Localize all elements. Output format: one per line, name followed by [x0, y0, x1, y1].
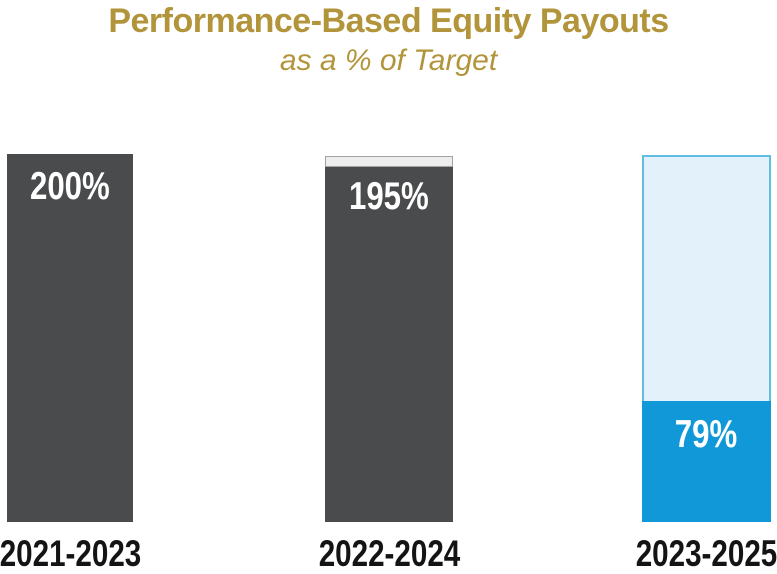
bar-2021-2023-value-label: 200% [30, 165, 110, 208]
category-label-2021-2023: 2021-2023 [0, 533, 141, 574]
bar-2023-2025-value-label: 79% [675, 413, 738, 456]
bar-2022-2024-value-label: 195% [349, 175, 429, 218]
category-label-2023-2025: 2023-2025 [635, 533, 777, 574]
chart-subtitle: as a % of Target [279, 44, 498, 77]
category-label-2022-2024: 2022-2024 [318, 533, 460, 574]
bar-2022-2024: 195% [325, 167, 453, 522]
bar-2022-2024-gap-cap [325, 156, 453, 167]
bar-2021-2023: 200% [7, 154, 133, 522]
bar-2023-2025-fill: 79% [642, 401, 771, 522]
bar-2023-2025-target-outline: 79% [642, 155, 771, 522]
chart-title: Performance-Based Equity Payouts [108, 2, 669, 40]
